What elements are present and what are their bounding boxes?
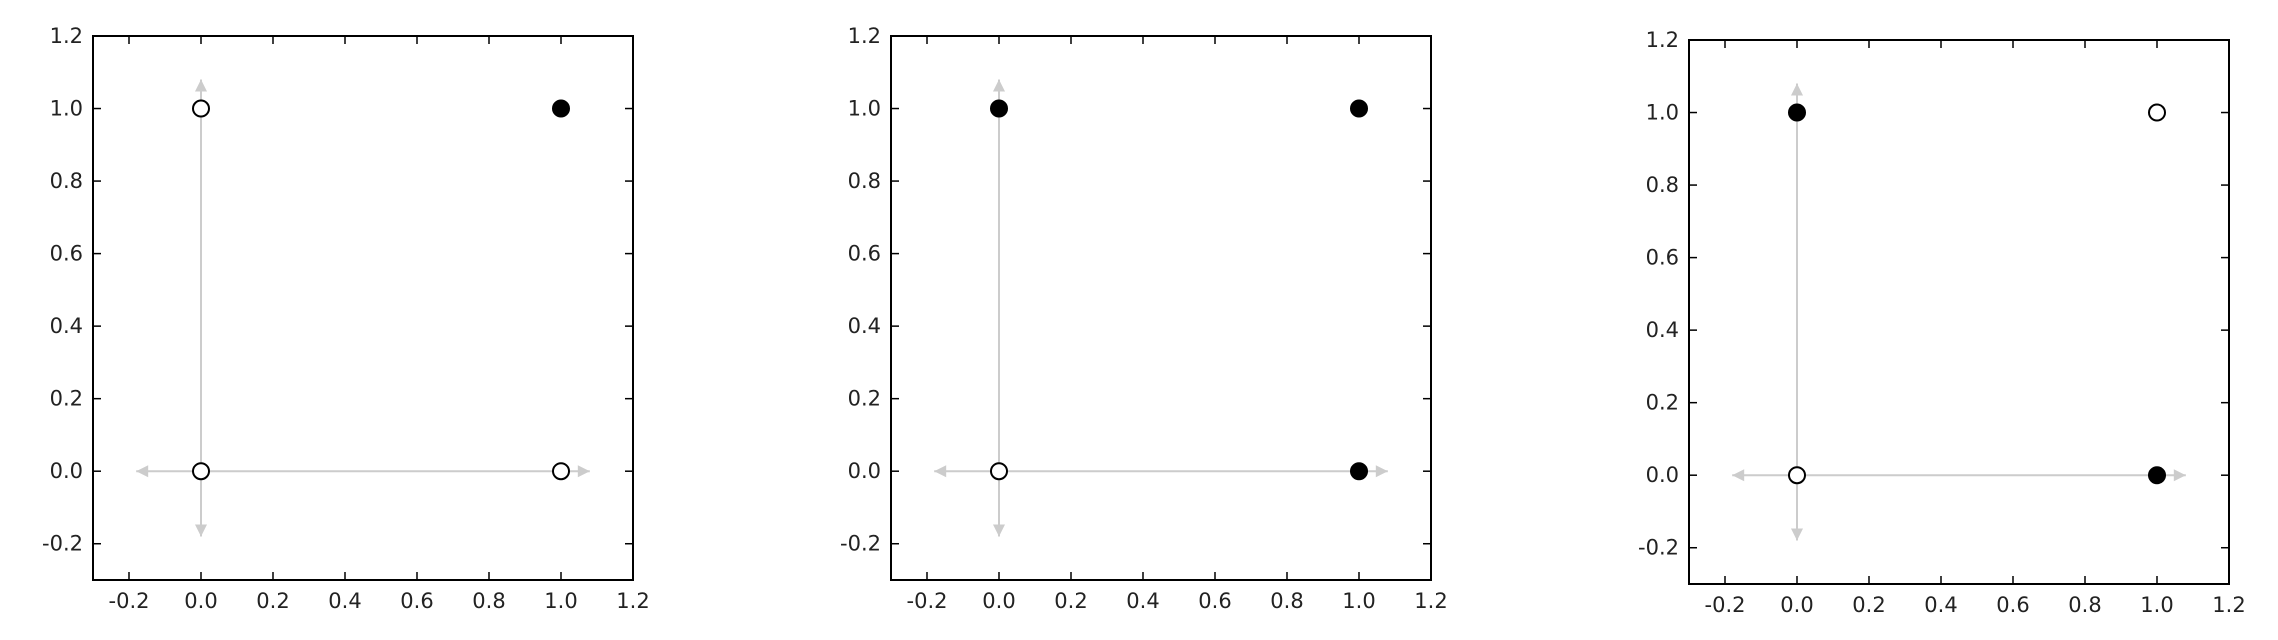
- filled-point: [990, 99, 1008, 118]
- x-tick-label: 0.0: [1780, 593, 1813, 617]
- x-tick-label: 1.2: [1414, 589, 1447, 613]
- x-axis-arrowhead-right: [1375, 465, 1388, 478]
- x-axis-arrowhead-left: [1732, 469, 1745, 482]
- y-tick-label: 0.6: [50, 242, 83, 266]
- y-tick-label: 1.0: [848, 97, 881, 121]
- y-tick-label: 0.8: [50, 169, 83, 193]
- plot-frame: [92, 35, 634, 581]
- y-tick-label: 1.2: [1646, 28, 1679, 52]
- x-tick-label: 1.2: [616, 589, 649, 613]
- hollow-point: [990, 462, 1008, 481]
- y-tick-label: 0.4: [848, 314, 881, 338]
- y-axis-arrowhead-top: [1791, 83, 1803, 96]
- x-axis-arrowhead-right: [2173, 469, 2186, 482]
- y-tick-label: 1.0: [50, 97, 83, 121]
- x-tick-label: 0.2: [256, 589, 289, 613]
- filled-point: [1350, 462, 1368, 481]
- x-axis-arrowhead-left: [136, 465, 149, 478]
- plot-frame: [1688, 39, 2230, 585]
- x-tick-label: -0.2: [1705, 593, 1746, 617]
- y-tick-label: 0.0: [848, 459, 881, 483]
- filled-point: [2148, 466, 2166, 485]
- filled-point: [1788, 103, 1806, 122]
- y-tick-label: 0.2: [1646, 391, 1679, 415]
- plot-frame: [890, 35, 1432, 581]
- y-axis-arrowhead-bottom: [195, 524, 207, 537]
- filled-point: [1350, 99, 1368, 118]
- y-tick-label: 0.4: [50, 314, 83, 338]
- y-axis-arrowhead-bottom: [1791, 528, 1803, 541]
- x-tick-label: 1.0: [2140, 593, 2173, 617]
- hollow-point: [2148, 103, 2166, 122]
- x-tick-label: 0.6: [1198, 589, 1231, 613]
- x-tick-label: 0.4: [1924, 593, 1957, 617]
- y-axis-arrowhead-top: [195, 79, 207, 92]
- x-tick-label: 1.2: [2212, 593, 2245, 617]
- x-tick-label: 0.6: [1996, 593, 2029, 617]
- x-tick-label: 0.8: [1270, 589, 1303, 613]
- x-tick-label: 0.4: [328, 589, 361, 613]
- y-tick-label: 0.2: [848, 387, 881, 411]
- y-tick-label: -0.2: [42, 532, 83, 556]
- hollow-point: [192, 99, 210, 118]
- x-tick-label: 1.0: [544, 589, 577, 613]
- x-tick-label: 0.6: [400, 589, 433, 613]
- y-tick-label: 0.0: [1646, 463, 1679, 487]
- subplot-1: -0.2 0.0 0.2 0.4 0.6 0.8 1.0 1.2 -0.2 0.0 0.2 0.4 0.…: [42, 24, 650, 613]
- filled-point: [552, 99, 570, 118]
- y-axis-arrowhead-bottom: [993, 524, 1005, 537]
- y-tick-label: 0.6: [848, 242, 881, 266]
- x-tick-label: 0.2: [1054, 589, 1087, 613]
- y-tick-label: 1.2: [848, 24, 881, 48]
- subplot-3: -0.2 0.0 0.2 0.4 0.6 0.8 1.0 1.2 -0.2 0.0 0.2 0.4 0.…: [1638, 28, 2246, 617]
- y-tick-label: 0.8: [848, 169, 881, 193]
- x-tick-label: -0.2: [109, 589, 150, 613]
- x-tick-label: -0.2: [907, 589, 948, 613]
- y-tick-label: 1.2: [50, 24, 83, 48]
- y-tick-label: 0.6: [1646, 246, 1679, 270]
- y-tick-label: -0.2: [840, 532, 881, 556]
- y-tick-label: 1.0: [1646, 101, 1679, 125]
- x-tick-label: 0.0: [982, 589, 1015, 613]
- y-tick-label: 0.8: [1646, 173, 1679, 197]
- subplot-2: -0.2 0.0 0.2 0.4 0.6 0.8 1.0 1.2 -0.2 0.0 0.2 0.4 0.…: [840, 24, 1448, 613]
- x-tick-label: 0.2: [1852, 593, 1885, 617]
- y-tick-label: 0.4: [1646, 318, 1679, 342]
- x-tick-label: 0.4: [1126, 589, 1159, 613]
- x-axis-arrowhead-right: [577, 465, 590, 478]
- x-tick-label: 1.0: [1342, 589, 1375, 613]
- x-axis-arrowhead-left: [934, 465, 947, 478]
- y-tick-label: 0.0: [50, 459, 83, 483]
- y-tick-label: -0.2: [1638, 536, 1679, 560]
- x-tick-label: 0.0: [184, 589, 217, 613]
- hollow-point: [552, 462, 570, 481]
- hollow-point: [192, 462, 210, 481]
- hollow-point: [1788, 466, 1806, 485]
- x-tick-label: 0.8: [2068, 593, 2101, 617]
- y-tick-label: 0.2: [50, 387, 83, 411]
- x-tick-label: 0.8: [472, 589, 505, 613]
- y-axis-arrowhead-top: [993, 79, 1005, 92]
